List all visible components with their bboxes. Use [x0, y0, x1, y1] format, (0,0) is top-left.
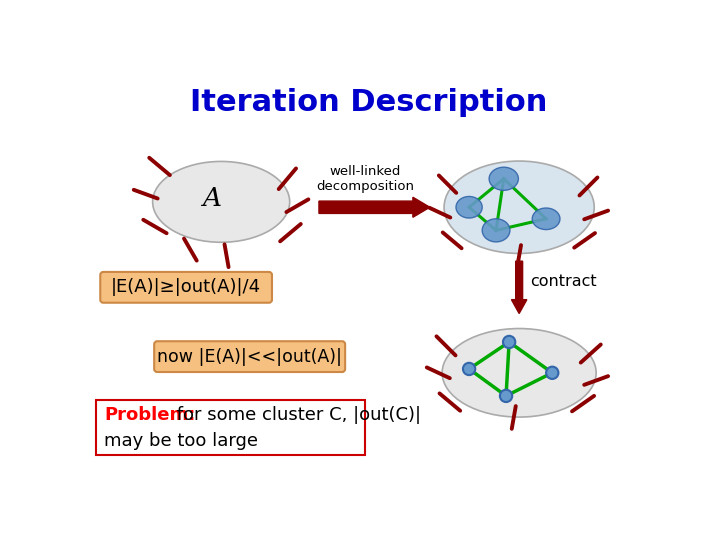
Ellipse shape [546, 367, 559, 379]
Ellipse shape [500, 390, 512, 402]
Ellipse shape [463, 363, 475, 375]
FancyBboxPatch shape [96, 400, 365, 455]
Ellipse shape [482, 219, 510, 242]
Text: now |E(A)|<<|out(A)|: now |E(A)|<<|out(A)| [157, 348, 342, 366]
Text: well-linked
decomposition: well-linked decomposition [316, 165, 414, 193]
Ellipse shape [444, 161, 594, 253]
Ellipse shape [153, 161, 289, 242]
Text: for some cluster C, |out(C)|: for some cluster C, |out(C)| [171, 406, 421, 424]
Text: |E(A)|≥|out(A)|/4: |E(A)|≥|out(A)|/4 [111, 278, 261, 296]
Text: A: A [202, 186, 222, 211]
Text: Iteration Description: Iteration Description [190, 88, 548, 117]
Ellipse shape [456, 197, 482, 218]
FancyArrow shape [511, 261, 527, 314]
Ellipse shape [532, 208, 560, 230]
FancyArrow shape [319, 197, 430, 217]
FancyBboxPatch shape [100, 272, 272, 303]
Text: may be too large: may be too large [104, 433, 258, 450]
Text: contract: contract [530, 274, 596, 289]
FancyBboxPatch shape [154, 341, 345, 372]
Ellipse shape [442, 328, 596, 417]
Ellipse shape [489, 167, 518, 190]
Ellipse shape [503, 336, 516, 348]
Text: Problem:: Problem: [104, 406, 196, 424]
